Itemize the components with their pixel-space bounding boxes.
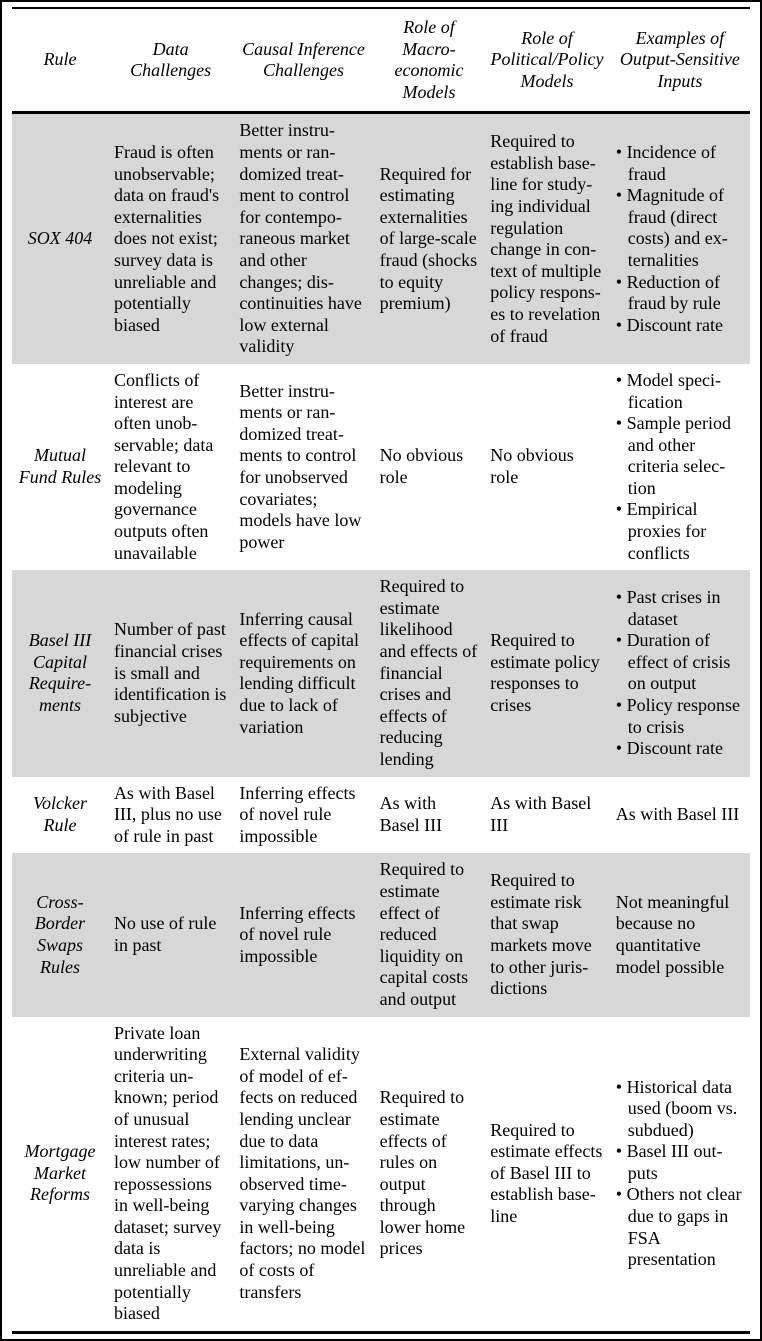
table-body: SOX 404Fraud is often unobservable; data… bbox=[12, 113, 750, 1332]
cell-causal: Better instru­ments or ran­domized treat… bbox=[233, 364, 373, 570]
cell-macro: Required to estimate effects of rules on… bbox=[374, 1017, 485, 1333]
cell-examples: Incidence of fraudMagnitude of fraud (di… bbox=[610, 113, 750, 364]
examples-item: Incidence of fraud bbox=[616, 142, 744, 185]
table-row: SOX 404Fraud is often unobservable; data… bbox=[12, 113, 750, 364]
col-header-policy: Role of Political/​Policy Models bbox=[484, 8, 609, 113]
col-header-rule: Rule bbox=[12, 8, 108, 113]
examples-list: Model speci­ficationSample peri­od and o… bbox=[616, 370, 744, 564]
cell-examples: Model speci­ficationSample peri­od and o… bbox=[610, 364, 750, 570]
cell-data-challenges: Private loan underwriting criteria un­kn… bbox=[108, 1017, 233, 1333]
table-row: Volcker RuleAs with Basel III, plus no u… bbox=[12, 777, 750, 854]
examples-item: Duration of effect of crisis on output bbox=[616, 630, 744, 695]
cell-rule: SOX 404 bbox=[12, 113, 108, 364]
cell-causal: Inferring effects of novel rule impossib… bbox=[233, 777, 373, 854]
examples-item: Past crises in dataset bbox=[616, 587, 744, 630]
cell-data-challenges: No use of rule in past bbox=[108, 853, 233, 1016]
cell-rule: Volcker Rule bbox=[12, 777, 108, 854]
examples-item: Model speci­fication bbox=[616, 370, 744, 413]
cell-policy: Required to estimate policy responses to… bbox=[484, 570, 609, 776]
table-row: Mutual Fund RulesConflicts of interest a… bbox=[12, 364, 750, 570]
cell-rule: Mortgage Market Reforms bbox=[12, 1017, 108, 1333]
examples-item: Others not clear due to gaps in FSA pres… bbox=[616, 1184, 744, 1270]
cell-macro: No obvious role bbox=[374, 364, 485, 570]
cell-data-challenges: As with Basel III, plus no use of rule i… bbox=[108, 777, 233, 854]
cell-macro: As with Basel III bbox=[374, 777, 485, 854]
cell-examples: As with Basel III bbox=[610, 777, 750, 854]
cell-macro: Required for estimat­ing exter­nalities … bbox=[374, 113, 485, 364]
examples-item: Basel III out­puts bbox=[616, 1141, 744, 1184]
page-container: Rule Data Challenges Causal Inference Ch… bbox=[0, 0, 762, 1341]
cell-causal: External validity of model of ef­fects o… bbox=[233, 1017, 373, 1333]
examples-item: Magnitude of fraud (direct costs) and ex… bbox=[616, 185, 744, 271]
cell-policy: Required to establish base­line for stud… bbox=[484, 113, 609, 364]
cell-examples: Past crises in datasetDuration of effect… bbox=[610, 570, 750, 776]
cell-macro: Required to estimate likelihood and effe… bbox=[374, 570, 485, 776]
examples-item: Discount rate bbox=[616, 738, 744, 760]
examples-item: Historical data used (boom vs. sub­dued) bbox=[616, 1077, 744, 1142]
examples-list: Past crises in datasetDuration of effect… bbox=[616, 587, 744, 760]
cell-data-challenges: Fraud is often unobservable; data on fra… bbox=[108, 113, 233, 364]
regulation-table: Rule Data Challenges Causal Inference Ch… bbox=[12, 7, 750, 1334]
examples-item: Sample peri­od and other criteria selec­… bbox=[616, 413, 744, 499]
cell-policy: Required to estimate effects of Basel II… bbox=[484, 1017, 609, 1333]
cell-macro: Required to estimate effect of reduced l… bbox=[374, 853, 485, 1016]
cell-policy: As with Basel III bbox=[484, 777, 609, 854]
examples-item: Reduction of fraud by rule bbox=[616, 272, 744, 315]
col-header-examples: Examples of Output-Sensitive Inputs bbox=[610, 8, 750, 113]
cell-examples: Historical data used (boom vs. sub­dued)… bbox=[610, 1017, 750, 1333]
col-header-data-challenges: Data Challenges bbox=[108, 8, 233, 113]
table-row: Cross-Border Swaps RulesNo use of rule i… bbox=[12, 853, 750, 1016]
cell-causal: Inferring effects of novel rule impossib… bbox=[233, 853, 373, 1016]
cell-examples: Not meaning­ful because no quantitative … bbox=[610, 853, 750, 1016]
examples-item: Discount rate bbox=[616, 315, 744, 337]
col-header-causal: Causal Inference Challenges bbox=[233, 8, 373, 113]
table-row: Basel III Capital Require­mentsNumber of… bbox=[12, 570, 750, 776]
col-header-macro: Role of Macro­economic Models bbox=[374, 8, 485, 113]
table-header: Rule Data Challenges Causal Inference Ch… bbox=[12, 8, 750, 113]
examples-list: Incidence of fraudMagnitude of fraud (di… bbox=[616, 142, 744, 336]
cell-policy: No obvious role bbox=[484, 364, 609, 570]
cell-policy: Required to estimate risk that swap mark… bbox=[484, 853, 609, 1016]
cell-rule: Cross-Border Swaps Rules bbox=[12, 853, 108, 1016]
cell-causal: Better instru­ments or ran­domized treat… bbox=[233, 113, 373, 364]
cell-data-challenges: Number of past financial crises is small… bbox=[108, 570, 233, 776]
cell-rule: Mutual Fund Rules bbox=[12, 364, 108, 570]
cell-data-challenges: Conflicts of interest are often unob­ser… bbox=[108, 364, 233, 570]
table-row: Mortgage Market ReformsPrivate loan unde… bbox=[12, 1017, 750, 1333]
examples-item: Empirical proxies for conflicts bbox=[616, 499, 744, 564]
examples-list: Historical data used (boom vs. sub­dued)… bbox=[616, 1077, 744, 1271]
cell-rule: Basel III Capital Require­ments bbox=[12, 570, 108, 776]
examples-item: Policy re­sponse to crisis bbox=[616, 695, 744, 738]
cell-causal: Inferring causal effects of capital requ… bbox=[233, 570, 373, 776]
